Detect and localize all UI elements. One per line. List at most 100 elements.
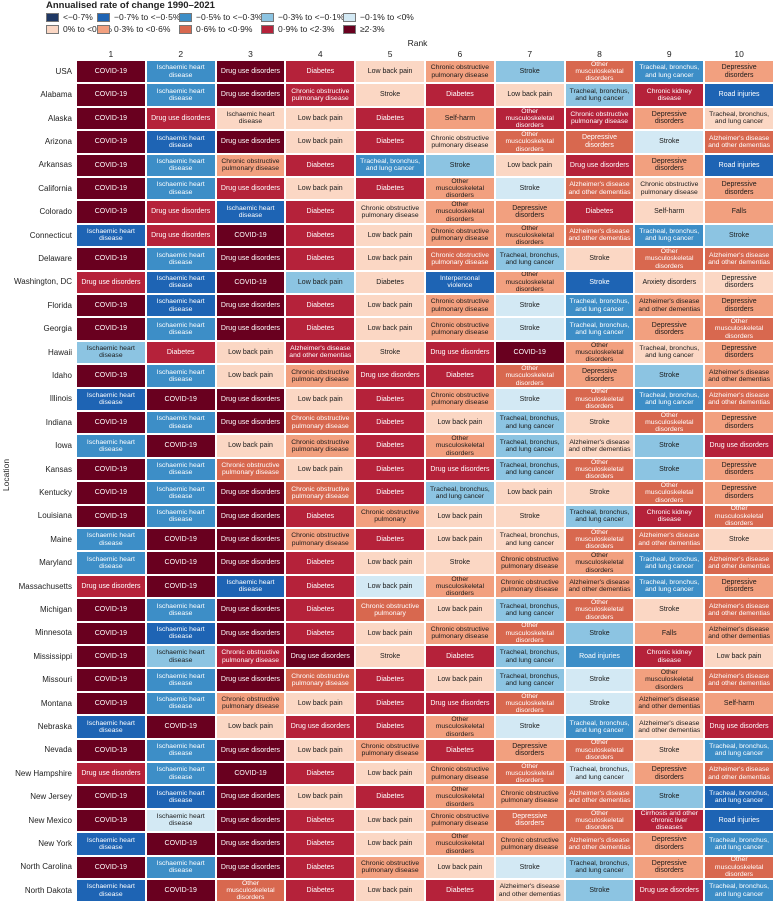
- heatmap-cell: Diabetes: [425, 364, 495, 388]
- heatmap-cell: Diabetes: [285, 808, 356, 833]
- heatmap-cell: Tracheal, bronchus, and lung cancer: [494, 668, 565, 692]
- heatmap-cell: Tracheal, bronchus, and lung cancer: [425, 481, 495, 505]
- location-label: Missouri: [42, 675, 72, 685]
- heatmap-cell: Stroke: [564, 270, 635, 294]
- heatmap-cell: Tracheal, bronchus, and lung cancer: [634, 223, 705, 248]
- heatmap-cell: Tracheal, bronchus, and lung cancer: [494, 598, 565, 622]
- heatmap-cell: Chronic obstructive pulmonary disease: [425, 223, 495, 248]
- heatmap-cell: Depressive disorders: [704, 411, 774, 435]
- location-label: Iowa: [55, 441, 72, 451]
- heatmap-cell: Alzheimer's disease and other dementias: [564, 574, 635, 599]
- heatmap-cell: COVID-19: [76, 621, 146, 645]
- location-label: Alaska: [47, 113, 72, 123]
- heatmap-cell: Chronic obstructive pulmonary: [355, 504, 425, 528]
- heatmap-cell: Road injuries: [704, 808, 774, 833]
- heatmap-cell: COVID-19: [76, 177, 146, 201]
- rank-label: 9: [666, 49, 672, 59]
- heatmap-cell: Ischaemic heart disease: [145, 621, 216, 645]
- heatmap-cell: Low back pain: [355, 879, 425, 903]
- heatmap-cell: Self-harm: [425, 106, 495, 131]
- heatmap-cell: Low back pain: [285, 106, 356, 131]
- legend-item: −0·7% to <−0·5%: [97, 12, 180, 22]
- heatmap-cell: Chronic obstructive pulmonary disease: [285, 668, 356, 692]
- heatmap-cell: Ischaemic heart disease: [145, 762, 216, 786]
- heatmap-cell: Depressive disorders: [634, 317, 705, 341]
- heatmap-cell: Other musculoskeletal disorders: [494, 364, 565, 388]
- heatmap-cell: Other musculoskeletal disorders: [704, 855, 774, 879]
- heatmap-cell: Ischaemic heart disease: [145, 130, 216, 154]
- heatmap-cell: Ischaemic heart disease: [145, 247, 216, 271]
- heatmap-cell: Diabetes: [285, 504, 356, 528]
- heatmap-cell: Drug use disorders: [145, 223, 216, 248]
- heatmap-cell: Alzheimer's disease and other dementias: [494, 879, 565, 903]
- legend-swatch: [343, 24, 356, 34]
- heatmap-cell: Chronic obstructive pulmonary disease: [215, 691, 286, 716]
- location-label: Arizona: [44, 136, 72, 146]
- heatmap-cell: Tracheal, bronchus, and lung cancer: [634, 551, 705, 575]
- heatmap-cell: Alzheimer's disease and other dementias: [704, 668, 774, 692]
- heatmap-cell: Low back pain: [355, 762, 425, 786]
- heatmap-cell: Drug use disorders: [215, 598, 286, 622]
- heatmap-cell: Low back pain: [355, 223, 425, 248]
- heatmap-cell: Diabetes: [355, 387, 425, 411]
- y-axis-label: Location: [1, 458, 12, 492]
- heatmap-cell: Tracheal, bronchus, and lung cancer: [634, 387, 705, 411]
- heatmap-cell: Ischaemic heart disease: [145, 738, 216, 762]
- heatmap-cell: Low back pain: [285, 691, 356, 716]
- location-label: Louisiana: [37, 511, 72, 521]
- heatmap-cell: COVID-19: [76, 317, 146, 341]
- heatmap-cell: Low back pain: [285, 457, 356, 482]
- heatmap-cell: Diabetes: [355, 434, 425, 458]
- heatmap-cell: Depressive disorders: [704, 177, 774, 201]
- heatmap-cell: Depressive disorders: [704, 574, 774, 599]
- heatmap-cell: Stroke: [634, 457, 705, 482]
- location-label: North Dakota: [24, 885, 72, 895]
- heatmap-cell: Ischaemic heart disease: [76, 434, 146, 458]
- heatmap-cell: Self-harm: [634, 200, 705, 224]
- heatmap-cell: Chronic obstructive pulmonary disease: [425, 317, 495, 341]
- heatmap-cell: Low back pain: [425, 504, 495, 528]
- legend-label: 0·9% to <2·3%: [278, 24, 335, 34]
- heatmap-cell: COVID-19: [76, 153, 146, 177]
- heatmap-cell: Alzheimer's disease and other dementias: [564, 434, 635, 458]
- heatmap-cell: Cirrhosis and other chronic liver diseas…: [634, 808, 705, 833]
- heatmap-cell: Drug use disorders: [76, 762, 146, 786]
- heatmap-cell: Ischaemic heart disease: [76, 879, 146, 903]
- heatmap-cell: COVID-19: [76, 60, 146, 84]
- heatmap-cell: COVID-19: [215, 270, 286, 294]
- heatmap-cell: Ischaemic heart disease: [145, 294, 216, 318]
- heatmap-cell: Stroke: [425, 551, 495, 575]
- heatmap-cell: Diabetes: [355, 411, 425, 435]
- legend-swatch: [179, 12, 192, 22]
- heatmap-cell: COVID-19: [76, 130, 146, 154]
- heatmap-cell: COVID-19: [145, 551, 216, 575]
- heatmap-cell: Falls: [704, 200, 774, 224]
- legend-swatch: [97, 12, 110, 22]
- heatmap-cell: Diabetes: [285, 832, 356, 856]
- heatmap-cell: Road injuries: [564, 645, 635, 669]
- location-label: Connecticut: [29, 230, 72, 240]
- heatmap-cell: Low back pain: [425, 855, 495, 879]
- heatmap-cell: Ischaemic heart disease: [76, 340, 146, 365]
- heatmap-cell: Chronic obstructive pulmonary disease: [494, 832, 565, 856]
- heatmap-cell: Stroke: [634, 130, 705, 154]
- heatmap-cell: Chronic obstructive pulmonary: [355, 598, 425, 622]
- heatmap-cell: Stroke: [634, 785, 705, 809]
- heatmap-cell: Stroke: [494, 177, 565, 201]
- heatmap-cell: Low back pain: [285, 785, 356, 809]
- location-label: Maine: [50, 534, 72, 544]
- heatmap-cell: Alzheimer's disease and other dementias: [704, 621, 774, 645]
- location-label: New Mexico: [28, 815, 72, 825]
- legend-item: −0·1% to <0%: [343, 12, 414, 22]
- heatmap-cell: Chronic obstructive pulmonary disease: [494, 574, 565, 599]
- heatmap-cell: COVID-19: [76, 691, 146, 716]
- legend-label: −0·1% to <0%: [360, 12, 414, 22]
- heatmap-cell: Stroke: [494, 504, 565, 528]
- heatmap-cell: Tracheal, bronchus, and lung cancer: [634, 60, 705, 84]
- heatmap-cell: Diabetes: [285, 762, 356, 786]
- heatmap-cell: Other musculoskeletal disorders: [494, 223, 565, 248]
- heatmap-cell: Diabetes: [285, 153, 356, 177]
- heatmap-cell: Low back pain: [425, 411, 495, 435]
- heatmap-cell: Stroke: [564, 247, 635, 271]
- heatmap-cell: Stroke: [564, 481, 635, 505]
